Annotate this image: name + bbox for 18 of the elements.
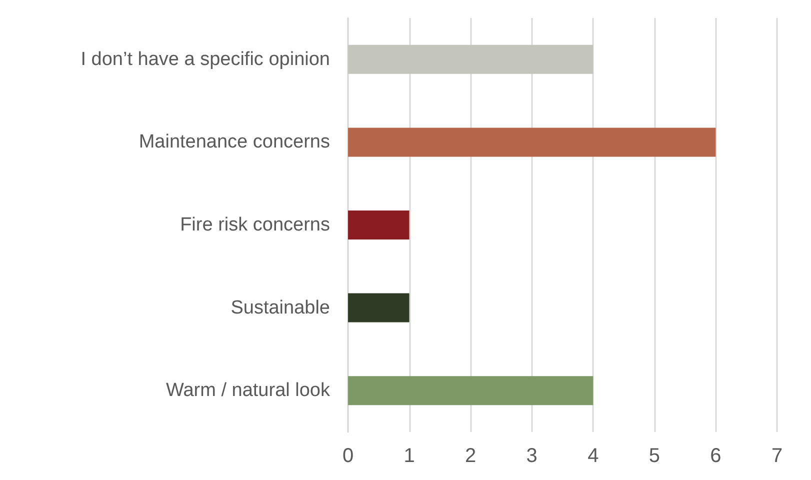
x-tick-label: 3 [526,445,538,467]
y-tick-label: Maintenance concerns [138,132,330,153]
bar [348,210,410,240]
bar [348,293,410,322]
x-tick-label: 0 [342,445,354,467]
bar [348,128,716,157]
bar [348,44,594,74]
bar [348,376,594,406]
x-tick-label: 7 [771,445,783,467]
x-tick-label: 6 [710,445,722,467]
x-tick-label: 4 [588,445,599,467]
x-tick-label: 1 [404,445,415,467]
y-tick-label: Fire risk concerns [180,214,330,236]
x-tick-label: 2 [465,445,476,467]
y-tick-label: Warm / natural look [166,380,330,402]
x-tick-label: 5 [648,445,660,467]
y-tick-label: I don’t have a specific opinion [80,48,330,70]
y-tick-label: Sustainable [230,297,330,318]
